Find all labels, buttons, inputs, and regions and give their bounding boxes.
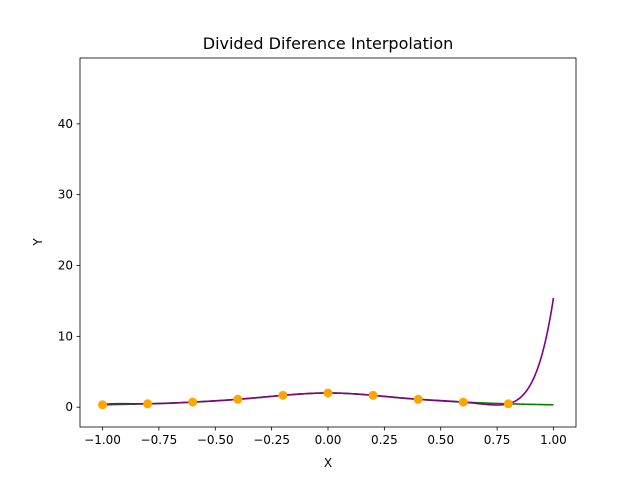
data-point [368,390,378,400]
x-tick-label: −0.25 [253,433,290,447]
x-tick-label: 0.00 [315,433,342,447]
y-tick-label: 20 [58,259,73,273]
data-point [503,399,513,409]
data-point [458,397,468,407]
x-tick-label: 1.00 [540,433,567,447]
x-tick-label: −0.75 [141,433,178,447]
data-point [278,390,288,400]
y-axis: 0 10 20 30 40 [58,117,80,414]
data-point [98,400,108,410]
x-tick-label: −0.50 [197,433,234,447]
x-axis-label: X [324,456,332,470]
x-tick-label: 0.75 [484,433,511,447]
axes-frame [79,57,577,428]
data-point [413,394,423,404]
x-axis: −1.00 −0.75 −0.50 −0.25 0.00 0.25 0.50 0.75 1.00 [84,427,567,447]
x-tick-label: −1.00 [84,433,121,447]
plot-area [98,297,555,410]
data-point [188,397,198,407]
data-point [323,388,333,398]
data-point [233,394,243,404]
y-tick-label: 10 [58,329,73,343]
data-point [143,399,153,409]
x-tick-label: 0.50 [427,433,454,447]
x-tick-label: 0.25 [371,433,398,447]
y-tick-label: 30 [58,188,73,202]
y-tick-label: 40 [58,117,73,131]
y-axis-label: Y [31,238,45,247]
chart-title: Divided Diference Interpolation [203,34,454,53]
y-tick-label: 0 [65,400,73,414]
